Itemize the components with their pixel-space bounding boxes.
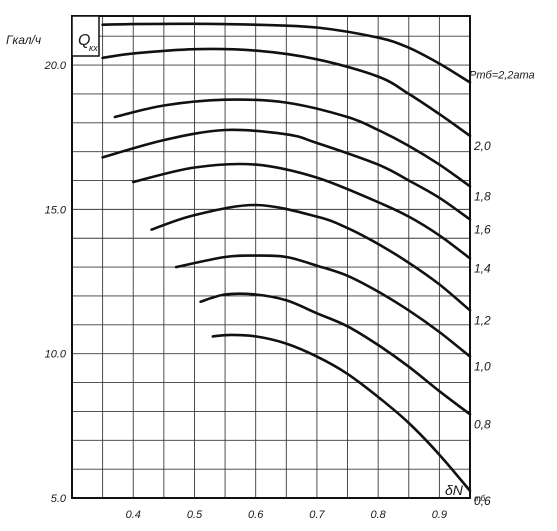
series-curve-4: [101, 128, 472, 221]
series-curve-1: [101, 22, 472, 84]
y-tick-label: 10.0: [45, 349, 67, 361]
y-axis-label: Q: [78, 32, 90, 49]
series-curve-7: [174, 254, 472, 358]
series-label: Pтб=2,2ата: [469, 69, 535, 81]
y-tick-label: 5.0: [51, 493, 67, 505]
labels: 5.0 10.0 15.0 20.0 0.4 0.5 0.6 0.7 0.8 0.9 Pтб=2,2…: [44, 60, 535, 521]
x-tick-label: 0.7: [309, 509, 325, 521]
series-label: 1,2: [474, 313, 491, 327]
y-axis-label-sub: кх: [89, 43, 98, 53]
series-label: 0,6: [474, 494, 491, 508]
x-axis-label-sub: тб: [474, 494, 486, 503]
y-tick-label: 20.0: [44, 60, 67, 72]
series-curve-3: [113, 98, 472, 188]
series-label: 1,8: [474, 189, 491, 203]
series-label: 1,6: [474, 222, 491, 236]
series-label: 0,8: [474, 417, 491, 431]
y-unit-label: Гкал/ч: [6, 33, 41, 47]
curves: [101, 22, 472, 493]
series-curve-9: [211, 333, 472, 493]
y-label-box: [71, 15, 100, 57]
series-curve-5: [131, 162, 472, 260]
series-label: 1,0: [474, 360, 491, 374]
x-tick-label: 0.6: [248, 509, 264, 521]
series-label: 2,0: [473, 139, 491, 153]
series-label: 1,4: [474, 261, 491, 275]
series-curve-8: [199, 292, 472, 416]
x-tick-label: 0.9: [432, 509, 447, 521]
series-curve-6: [150, 203, 472, 312]
x-tick-label: 0.4: [126, 509, 141, 521]
x-tick-label: 0.8: [371, 509, 387, 521]
grid: [71, 15, 471, 499]
y-tick-label: 15.0: [45, 204, 67, 216]
x-axis-label: δN: [445, 482, 464, 498]
x-tick-label: 0.5: [187, 509, 203, 521]
series-curve-2: [101, 47, 472, 138]
